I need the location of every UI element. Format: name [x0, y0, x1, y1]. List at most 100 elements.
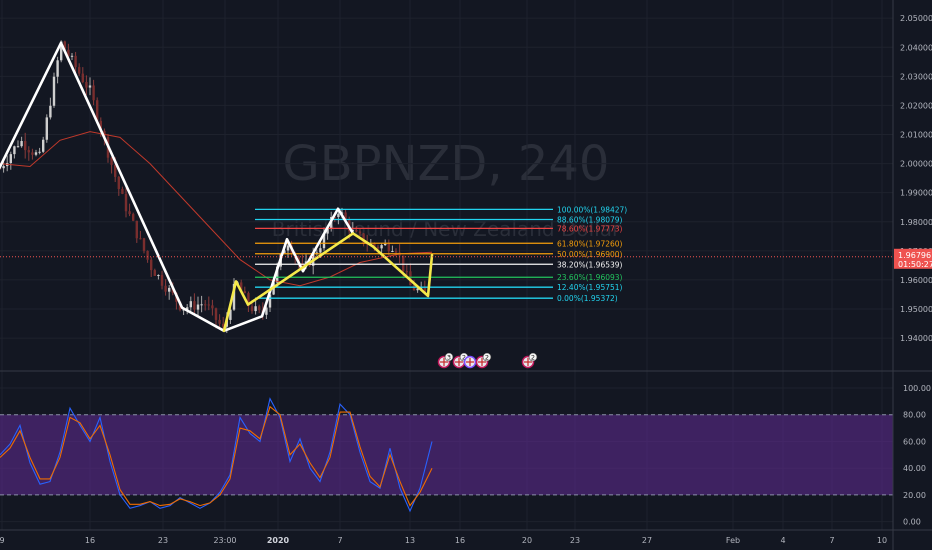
stochastic-tick-label[interactable]: 20.00: [903, 491, 926, 500]
candle-body: [258, 306, 261, 311]
stochastic-axis[interactable]: 100.00 80.00 60.00 40.00 20.00 0.00: [903, 384, 931, 527]
candle-body: [128, 211, 131, 215]
price-tick-label[interactable]: 2.03000: [900, 72, 932, 81]
candle-body: [402, 255, 405, 272]
candle-body: [204, 304, 207, 306]
candle-body: [409, 271, 412, 286]
last-price-tag-bg: [894, 248, 932, 269]
candle-body: [121, 188, 124, 194]
time-tick-label[interactable]: 7: [829, 536, 834, 545]
price-tick-label[interactable]: 1.98000: [900, 218, 932, 227]
economic-events[interactable]: 3 2 2 2: [437, 352, 538, 369]
candle-body: [355, 230, 358, 232]
time-tick-label[interactable]: 10: [877, 536, 887, 545]
zigzag-lines[interactable]: [0, 41, 434, 333]
price-tick-label[interactable]: 2.04000: [900, 43, 932, 52]
time-tick-label[interactable]: 16: [85, 536, 95, 545]
candle-body: [391, 250, 394, 252]
candle-body: [9, 154, 12, 163]
candle-body: [2, 166, 5, 169]
time-tick-label[interactable]: 23:00: [213, 536, 236, 545]
candle-body: [319, 248, 322, 253]
candle-body: [49, 105, 52, 118]
candle-body: [74, 55, 77, 68]
time-axis[interactable]: 9 16 23 23:00 2020 7 13 16 20 23 27 Feb 4 7 10: [0, 536, 887, 545]
candle-body: [247, 293, 250, 307]
time-tick-label[interactable]: 23: [570, 536, 580, 545]
candle-body: [416, 288, 419, 291]
zigzag-yellow[interactable]: [222, 232, 434, 333]
time-tick-label[interactable]: 2020: [267, 536, 290, 545]
price-tick-label[interactable]: 1.99000: [900, 189, 932, 198]
fibonacci-retracement[interactable]: 100.00%(1.98427)88.60%(1.98079)78.60%(1.…: [255, 205, 627, 303]
candle-body: [358, 231, 362, 234]
candle-body: [132, 214, 135, 221]
candle-body: [265, 307, 268, 315]
candle-body: [232, 283, 236, 310]
fib-level-label: 38.20%(1.96539): [557, 260, 623, 269]
stochastic-band-fill: [0, 414, 893, 495]
price-tick-label[interactable]: 1.94000: [900, 334, 932, 343]
candle-body: [315, 252, 318, 254]
candle-body: [42, 139, 45, 152]
candle-body: [56, 60, 59, 77]
candle-body: [214, 308, 218, 320]
candle-body: [45, 117, 48, 140]
candle-body: [211, 305, 214, 309]
stochastic-series-line: [0, 405, 433, 507]
stochastic-tick-label[interactable]: 40.00: [903, 464, 926, 473]
candle-body: [189, 301, 192, 308]
time-tick-label[interactable]: 4: [780, 536, 785, 545]
candle-body: [200, 304, 203, 306]
price-tick-label[interactable]: 2.02000: [900, 101, 932, 110]
time-tick-label[interactable]: 16: [455, 536, 465, 545]
candle-body: [157, 275, 160, 277]
time-tick-label[interactable]: 9: [0, 536, 5, 545]
fib-level-label: 61.80%(1.97260): [557, 239, 623, 248]
candle-body: [124, 193, 128, 212]
candle-body: [240, 282, 243, 292]
price-tick-label[interactable]: 2.01000: [900, 131, 932, 140]
candle-body: [63, 41, 66, 50]
candle-body: [38, 151, 41, 153]
candle-body: [92, 85, 95, 101]
price-tick-label[interactable]: 1.95000: [900, 305, 932, 314]
fib-level-label: 23.60%(1.96093): [557, 273, 623, 282]
price-tick-label[interactable]: 2.05000: [900, 14, 932, 23]
candle-body: [20, 141, 23, 147]
stochastic-tick-label[interactable]: 60.00: [903, 437, 926, 446]
candle-body: [27, 150, 30, 153]
stochastic-tick-label[interactable]: 0.00: [903, 518, 921, 527]
candle-body: [96, 100, 99, 121]
candle-body: [380, 245, 383, 249]
time-tick-label[interactable]: 20: [522, 536, 532, 545]
candle-body: [52, 76, 56, 106]
event-count-label: 2: [462, 354, 466, 362]
time-tick-label[interactable]: 27: [642, 536, 652, 545]
price-tick-label[interactable]: 2.00000: [900, 160, 932, 169]
stochastic-tick-label[interactable]: 100.00: [903, 384, 931, 393]
time-tick-label[interactable]: 23: [158, 536, 168, 545]
fib-level-label: 78.60%(1.97773): [557, 224, 623, 233]
price-tick-label[interactable]: 1.96000: [900, 276, 932, 285]
stochastic-tick-label[interactable]: 80.00: [903, 411, 926, 420]
candle-body: [333, 217, 336, 219]
candle-body: [182, 309, 185, 311]
candle-body: [222, 323, 225, 327]
candle-body: [286, 245, 290, 251]
candle-body: [243, 291, 246, 294]
candle-body: [207, 304, 210, 306]
candle-body: [34, 152, 38, 155]
candle-body: [164, 285, 167, 292]
candle-body: [326, 228, 329, 234]
candle-body: [110, 157, 113, 165]
time-tick-label[interactable]: 13: [405, 536, 415, 545]
stochastic-series-line: [0, 397, 433, 513]
fib-level-label: 100.00%(1.98427): [557, 205, 627, 214]
zigzag-white[interactable]: [0, 41, 355, 333]
time-tick-label[interactable]: 7: [337, 536, 342, 545]
candle-body: [85, 82, 88, 88]
time-tick-label[interactable]: Feb: [726, 536, 740, 545]
